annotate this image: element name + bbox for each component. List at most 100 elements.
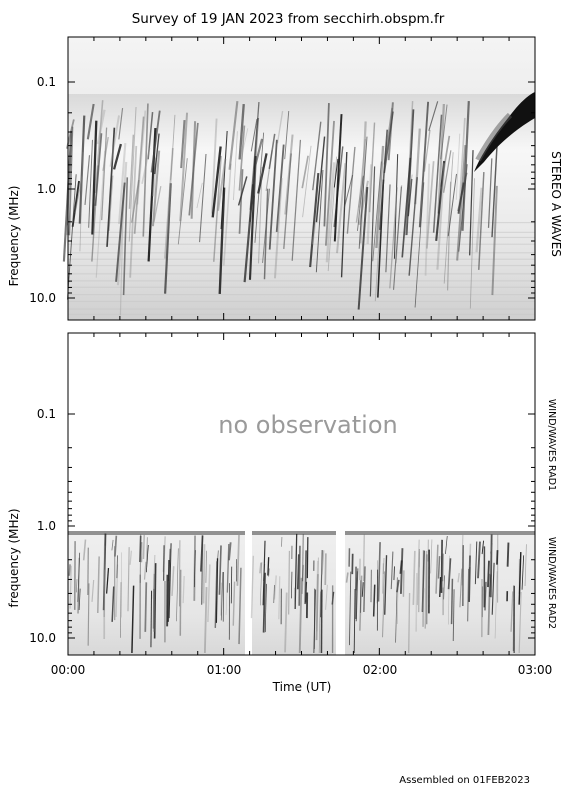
stereo-a-burst bbox=[369, 166, 376, 297]
wind-burst bbox=[353, 588, 356, 654]
stereo-a-burst bbox=[358, 136, 368, 249]
stereo-a-burst bbox=[301, 155, 309, 189]
wind-burst bbox=[468, 555, 471, 602]
stereo-a-burst bbox=[333, 114, 343, 242]
wind-burst bbox=[259, 562, 262, 574]
stereo-a-ytick-10-0: 10.0 bbox=[29, 291, 56, 305]
stereo-a-burst bbox=[458, 117, 466, 214]
stereo-a-band-line bbox=[68, 300, 535, 303]
stereo-a-burst bbox=[228, 100, 239, 170]
wind-burst bbox=[439, 577, 442, 598]
stereo-a-burst bbox=[217, 158, 227, 211]
wind-burst bbox=[315, 574, 319, 641]
wind-burst bbox=[355, 571, 359, 591]
wind-burst bbox=[518, 591, 522, 654]
stereo-a-burst bbox=[273, 177, 283, 279]
wind-burst bbox=[69, 565, 72, 609]
stereo-a-burst bbox=[122, 177, 129, 296]
stereo-a-burst bbox=[456, 145, 467, 261]
stereo-a-burst bbox=[128, 106, 137, 242]
stereo-a-burst bbox=[96, 109, 106, 145]
wind-burst bbox=[262, 572, 266, 633]
stereo-a-band-line bbox=[68, 273, 535, 275]
wind-burst bbox=[324, 553, 327, 586]
wind-burst bbox=[382, 557, 385, 575]
wind-burst bbox=[207, 564, 211, 623]
stereo-a-burst bbox=[118, 107, 124, 140]
stereo-a-burst bbox=[436, 163, 446, 270]
wind-ytick-0-1: 0.1 bbox=[37, 407, 56, 421]
wind-burst bbox=[390, 551, 394, 590]
stereo-a-drift-halo bbox=[475, 112, 513, 162]
wind-burst bbox=[361, 582, 364, 597]
stereo-a-burst bbox=[291, 139, 302, 261]
stereo-a-burst bbox=[315, 136, 326, 223]
wind-burst bbox=[82, 539, 87, 561]
wind-top-edge bbox=[252, 531, 336, 535]
stereo-a-burst bbox=[213, 155, 222, 262]
wind-burst bbox=[459, 568, 463, 608]
stereo-a-burst bbox=[357, 187, 369, 310]
wind-burst bbox=[477, 541, 481, 579]
stereo-a-burst bbox=[375, 145, 385, 249]
stereo-a-band-line bbox=[68, 294, 535, 296]
wind-burst bbox=[415, 572, 418, 632]
wind-burst bbox=[348, 571, 352, 646]
stereo-a-burst bbox=[440, 104, 448, 160]
stereo-a-burst bbox=[461, 100, 470, 231]
stereo-a-burst bbox=[66, 174, 77, 300]
wind-burst bbox=[450, 578, 454, 625]
stereo-a-burst bbox=[389, 187, 398, 289]
stereo-a-ytick-1-0: 1.0 bbox=[37, 182, 56, 196]
stereo-a-band-line bbox=[68, 264, 535, 267]
wind-burst bbox=[399, 560, 403, 574]
xtick-label-1: 01:00 bbox=[207, 663, 242, 677]
wind-burst bbox=[437, 556, 441, 579]
wind-burst bbox=[267, 557, 270, 576]
stereo-a-drift-emission bbox=[474, 92, 535, 172]
stereo-a-spectrogram bbox=[68, 94, 535, 320]
stereo-a-burst bbox=[238, 169, 244, 234]
wind-rad2-bursts bbox=[68, 531, 535, 654]
stereo-a-burst bbox=[275, 144, 285, 233]
stereo-a-burst bbox=[170, 114, 176, 181]
wind-burst bbox=[488, 574, 492, 597]
stereo-a-ticks bbox=[67, 37, 536, 320]
wind-burst bbox=[325, 584, 328, 610]
wind-burst bbox=[435, 544, 439, 594]
stereo-a-burst bbox=[312, 121, 322, 191]
wind-burst bbox=[489, 543, 493, 554]
stereo-a-burst bbox=[366, 164, 373, 245]
stereo-a-burst bbox=[78, 115, 86, 224]
wind-burst bbox=[399, 548, 404, 594]
wind-burst bbox=[111, 539, 114, 551]
stereo-a-burst bbox=[133, 116, 145, 234]
wind-burst bbox=[176, 548, 179, 622]
wind-burst bbox=[442, 553, 444, 582]
wind-burst bbox=[384, 555, 388, 615]
wind-data-gap-2 bbox=[336, 531, 345, 655]
wind-ylabel: frequency (MHz) bbox=[7, 508, 21, 607]
wind-burst bbox=[424, 550, 428, 629]
wind-burst bbox=[469, 543, 472, 568]
wind-burst bbox=[524, 544, 527, 586]
stereo-a-burst bbox=[340, 151, 348, 278]
stereo-a-burst bbox=[457, 182, 465, 214]
stereo-a-band-line bbox=[68, 222, 535, 224]
stereo-a-burst bbox=[211, 146, 222, 218]
stereo-a-burst bbox=[237, 176, 248, 206]
no-observation-label: no observation bbox=[218, 411, 397, 439]
wind-burst bbox=[313, 589, 317, 654]
wind-burst bbox=[284, 592, 288, 653]
wind-burst bbox=[381, 563, 385, 594]
stereo-a-burst bbox=[147, 111, 154, 160]
wind-rad2-label: WIND/WAVES RAD2 bbox=[546, 537, 557, 629]
wind-burst bbox=[96, 556, 100, 613]
wind-burst bbox=[447, 558, 452, 590]
stereo-a-burst bbox=[199, 153, 207, 243]
stereo-a-burst bbox=[324, 120, 335, 246]
stereo-a-burst bbox=[101, 127, 108, 221]
stereo-a-burst bbox=[475, 187, 483, 253]
stereo-a-burst bbox=[86, 103, 95, 140]
wind-rad1-label: WIND/WAVES RAD1 bbox=[546, 399, 557, 491]
